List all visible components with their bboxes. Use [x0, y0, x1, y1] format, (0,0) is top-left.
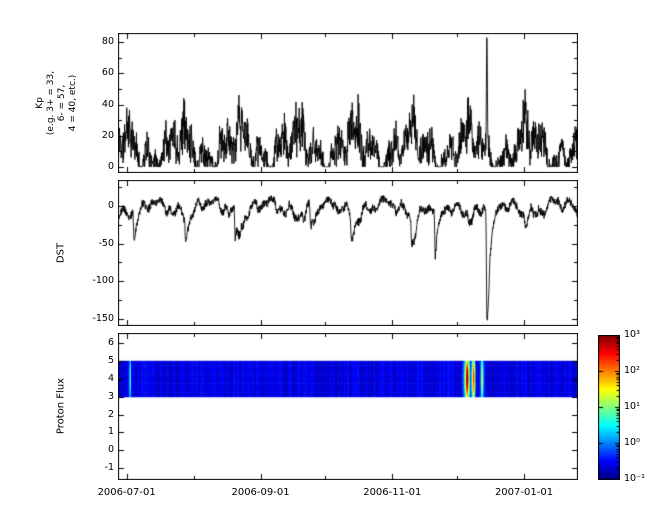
dst-plot-panel: [118, 180, 578, 326]
colorbar-tick-label: 10⁻¹: [624, 473, 645, 484]
x-tick-label: 2006-07-01: [97, 487, 156, 498]
kp-axis-title-line: Kp: [35, 97, 45, 109]
kp-plot-panel: [118, 33, 578, 173]
kp-axis-title-line: (e.g. 3+ = 33,: [46, 70, 56, 136]
y-tick-label-kp: 20: [101, 129, 114, 141]
y-tick-label-dst: -50: [98, 237, 114, 249]
colorbar-tick-label: 10⁰: [624, 437, 640, 448]
colorbar-tick-label: 10³: [624, 329, 640, 340]
y-tick-label-flux: 2: [107, 408, 114, 420]
flux-colorbar: [598, 335, 620, 480]
proton-flux-spectrogram: [118, 333, 578, 480]
y-tick-label-flux: 3: [107, 390, 114, 402]
y-tick-label-dst: -100: [92, 275, 114, 287]
y-tick-label-flux: 6: [107, 336, 114, 348]
y-tick-label-flux: -1: [104, 462, 114, 474]
colorbar-tick-label: 10¹: [624, 401, 640, 412]
y-tick-label-kp: 0: [107, 160, 114, 172]
y-tick-label-kp: 40: [101, 98, 114, 110]
x-tick-label: 2006-09-01: [231, 487, 290, 498]
y-tick-label-flux: 4: [107, 372, 114, 384]
y-tick-label-flux: 1: [107, 426, 114, 438]
y-tick-label-flux: 5: [107, 354, 114, 366]
y-tick-label-dst: -150: [92, 312, 114, 324]
y-tick-label-kp: 60: [101, 67, 114, 79]
y-tick-label-flux: 0: [107, 444, 114, 456]
colorbar-tick-label: 10²: [624, 365, 640, 376]
x-tick-label: 2006-11-01: [363, 487, 422, 498]
y-tick-label-kp: 80: [101, 36, 114, 48]
x-tick-label: 2007-01-01: [494, 487, 554, 498]
y-tick-label-dst: 0: [107, 200, 114, 212]
